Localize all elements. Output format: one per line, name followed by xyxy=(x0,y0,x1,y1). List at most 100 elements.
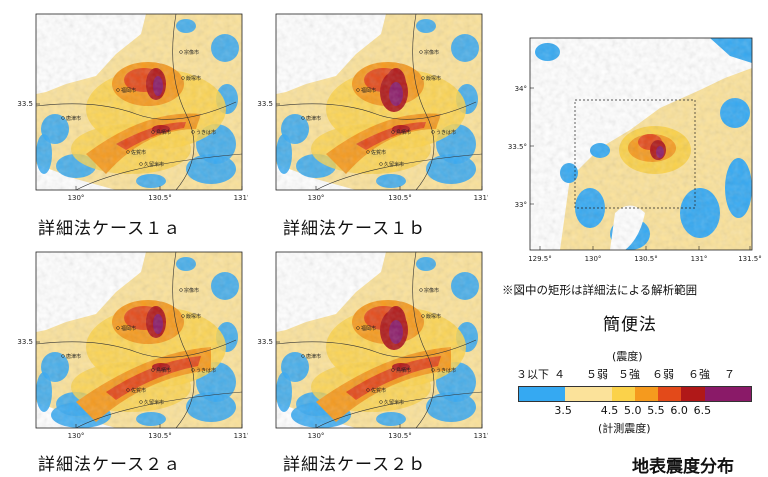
y-tick-label: 33.5 xyxy=(17,100,33,108)
legend-color-bar xyxy=(518,386,752,402)
city-label-kurume: 久留米市 xyxy=(144,399,164,406)
overview-x-tick: 130° xyxy=(585,255,602,263)
city-marker xyxy=(431,130,435,134)
overview-map-svg: 34° 33.5° 33° 129.5° 130° 130.5° 131° 131.5° xyxy=(508,37,762,263)
legend-top-label: (震度) xyxy=(612,350,643,363)
city-marker xyxy=(421,76,425,80)
legend-value-label: 5.5 xyxy=(647,404,665,417)
city-label-tosu: 鳥栖市 xyxy=(156,367,171,374)
legend-bottom-label: (計測震度) xyxy=(598,422,651,435)
city-marker xyxy=(181,314,185,318)
legend-class-label: ６弱 xyxy=(652,368,674,381)
city-label-munakata: 宗像市 xyxy=(424,49,439,56)
city-marker xyxy=(391,130,395,134)
legend-color-swatch xyxy=(611,387,636,401)
map-frame xyxy=(35,13,243,191)
map-frame xyxy=(275,251,483,429)
city-marker xyxy=(181,76,185,80)
legend-color-swatch xyxy=(565,387,612,401)
overview-x-tick: 129.5° xyxy=(528,255,552,263)
x-tick-label: 131° xyxy=(234,194,248,202)
overview-x-tick: 131.5° xyxy=(738,255,762,263)
city-label-fukuoka: 福岡市 xyxy=(121,325,136,332)
city-label-iizuka: 飯塚市 xyxy=(186,313,201,320)
city-label-kurume: 久留米市 xyxy=(384,161,404,168)
city-label-munakata: 宗像市 xyxy=(184,49,199,56)
city-marker xyxy=(191,368,195,372)
legend-value-label: 6.5 xyxy=(693,404,712,417)
legend-value-label: 3.5 xyxy=(554,404,572,417)
city-marker xyxy=(126,388,130,392)
city-marker xyxy=(419,50,423,54)
legend-color-swatch xyxy=(519,387,566,401)
x-tick-label: 130.5° xyxy=(148,194,172,202)
city-label-tosu: 鳥栖市 xyxy=(156,129,171,136)
city-marker xyxy=(179,288,183,292)
city-marker xyxy=(356,88,360,92)
legend-intensity-classes: ３以下 ４ ５弱 ５強 ６弱 ６強 ７ xyxy=(510,366,760,381)
legend-class-label: ３以下 xyxy=(516,368,549,381)
city-label-iizuka: 飯塚市 xyxy=(426,313,441,320)
city-label-iizuka: 飯塚市 xyxy=(186,75,201,82)
city-label-iizuka: 飯塚市 xyxy=(426,75,441,82)
city-label-ukiha: うきは市 xyxy=(196,129,216,136)
city-label-saga: 佐賀市 xyxy=(131,149,146,156)
caption-1a: 詳細法ケース１ａ xyxy=(38,219,182,239)
city-label-karatsu: 唐津市 xyxy=(66,353,81,360)
city-marker xyxy=(139,162,143,166)
legend-class-label: ５弱 xyxy=(586,368,608,381)
city-marker xyxy=(431,368,435,372)
legend-class-label: ６強 xyxy=(688,368,710,381)
legend-color-swatch xyxy=(704,387,752,401)
city-marker xyxy=(116,326,120,330)
legend-class-label: ４ xyxy=(554,368,565,381)
city-label-fukuoka: 福岡市 xyxy=(361,325,376,332)
overview-y-tick: 34° xyxy=(515,85,527,93)
city-label-saga: 佐賀市 xyxy=(131,387,146,394)
map-frame xyxy=(35,251,243,429)
analysis-area-note: ※図中の矩形は詳細法による解析範囲 xyxy=(502,283,698,297)
city-marker xyxy=(301,354,305,358)
city-marker xyxy=(126,150,130,154)
x-tick-label: 130.5° xyxy=(388,432,412,440)
legend-instrumental-values: 3.5 4.5 5.0 5.5 6.0 6.5 xyxy=(510,404,760,418)
city-marker xyxy=(116,88,120,92)
y-tick-label: 33.5 xyxy=(17,338,33,346)
city-marker xyxy=(151,368,155,372)
legend-color-swatch xyxy=(658,387,682,401)
city-label-karatsu: 唐津市 xyxy=(66,115,81,122)
legend-class-label: ７ xyxy=(724,368,735,381)
city-label-kurume: 久留米市 xyxy=(144,161,164,168)
city-marker xyxy=(366,388,370,392)
city-marker xyxy=(191,130,195,134)
city-marker xyxy=(179,50,183,54)
city-label-saga: 佐賀市 xyxy=(371,387,386,394)
caption-2b: 詳細法ケース２ｂ xyxy=(283,455,427,475)
map-frame xyxy=(275,13,483,191)
legend-color-swatch xyxy=(681,387,705,401)
city-label-ukiha: うきは市 xyxy=(436,129,456,136)
overview-y-tick: 33° xyxy=(515,201,527,209)
city-label-munakata: 宗像市 xyxy=(184,287,199,294)
x-tick-label: 130° xyxy=(308,194,325,202)
overview-caption: 簡便法 xyxy=(603,315,657,335)
overview-x-tick: 130.5° xyxy=(634,255,658,263)
city-marker xyxy=(356,326,360,330)
city-label-kurume: 久留米市 xyxy=(384,399,404,406)
x-tick-label: 130° xyxy=(308,432,325,440)
city-marker xyxy=(419,288,423,292)
city-marker xyxy=(139,400,143,404)
legend-value-label: 5.0 xyxy=(624,404,642,417)
overview-frame xyxy=(529,37,753,251)
city-label-fukuoka: 福岡市 xyxy=(361,87,376,94)
city-label-tosu: 鳥栖市 xyxy=(396,367,411,374)
x-tick-label: 131° xyxy=(474,194,488,202)
city-marker xyxy=(61,116,65,120)
city-marker xyxy=(421,314,425,318)
x-tick-label: 131° xyxy=(234,432,248,440)
city-label-karatsu: 唐津市 xyxy=(306,353,321,360)
